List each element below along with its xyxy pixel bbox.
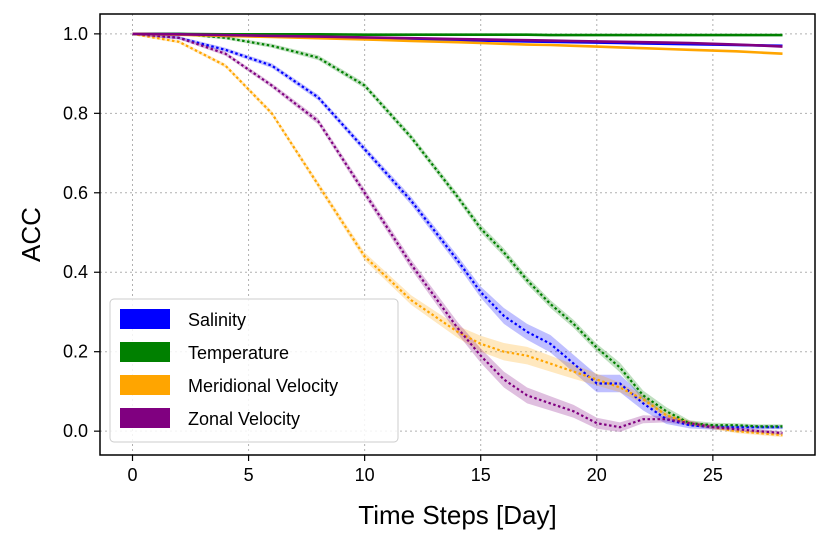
- zonal-velocity-solid-line: [132, 32, 783, 48]
- temperature-solid-line: [132, 32, 783, 37]
- x-tick-label: 5: [244, 465, 254, 485]
- axis-ticks: 0 5 10 15 20 25 0.0 0.2 0.4 0.6 0.8 1.0: [63, 24, 723, 485]
- series-lines: [132, 32, 783, 437]
- y-tick-label: 0.6: [63, 183, 88, 203]
- zonal-velocity-legend-label: Zonal Velocity: [188, 409, 300, 429]
- y-tick-label: 1.0: [63, 24, 88, 44]
- salinity-legend-label: Salinity: [188, 310, 246, 330]
- x-tick-label: 25: [703, 465, 723, 485]
- meridional-velocity-legend-swatch: [120, 375, 170, 395]
- y-axis-title: ACC: [16, 207, 46, 262]
- meridional-velocity-legend-label: Meridional Velocity: [188, 376, 338, 396]
- meridional-velocity-solid-line: [132, 32, 783, 55]
- temperature-legend-swatch: [120, 342, 170, 362]
- salinity-legend-swatch: [120, 309, 170, 329]
- legend-box: [109, 298, 399, 443]
- temperature-legend-label: Temperature: [188, 343, 289, 363]
- x-axis-title: Time Steps [Day]: [358, 500, 556, 530]
- x-tick-label: 15: [471, 465, 491, 485]
- y-tick-label: 0.0: [63, 421, 88, 441]
- zonal-velocity-dotted-line: [132, 32, 783, 435]
- x-tick-label: 10: [355, 465, 375, 485]
- x-tick-label: 0: [127, 465, 137, 485]
- temperature-dotted-line: [132, 32, 783, 428]
- x-tick-label: 20: [587, 465, 607, 485]
- y-tick-label: 0.4: [63, 262, 88, 282]
- salinity-dotted-line: [132, 32, 783, 429]
- y-tick-label: 0.8: [63, 103, 88, 123]
- zonal-velocity-legend-swatch: [120, 408, 170, 428]
- plot-area-frame: [99, 13, 816, 456]
- y-tick-label: 0.2: [63, 342, 88, 362]
- legend: Salinity Temperature Meridional Velocity Zo…: [109, 298, 399, 443]
